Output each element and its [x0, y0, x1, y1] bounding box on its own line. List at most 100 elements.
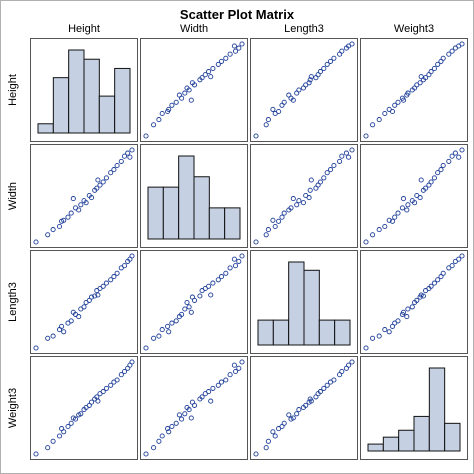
panel-length3-vs-length3 [250, 250, 358, 354]
scatter-point [33, 345, 39, 351]
scatter-point [151, 445, 157, 451]
scatter-point [337, 158, 343, 164]
scatter-point [276, 426, 282, 432]
scatter-point [370, 122, 376, 128]
scatter-point [33, 239, 39, 245]
scatter-point [95, 177, 101, 183]
scatter-point [188, 97, 194, 103]
scatter-point [308, 398, 314, 404]
scatter-point [50, 227, 56, 233]
histogram-bar [334, 319, 351, 346]
panel-frame [360, 144, 468, 248]
scatter-point [156, 333, 162, 339]
scatter-point [346, 362, 352, 368]
histogram-bar [444, 422, 461, 452]
histogram-bar [208, 207, 226, 240]
scatter-point [438, 167, 444, 173]
scatter-point [386, 217, 392, 223]
scatter-point [215, 61, 221, 67]
histogram-bar [257, 319, 274, 346]
scatter-point [272, 433, 278, 439]
scatter-point [317, 69, 323, 75]
panel-height-vs-height [30, 38, 138, 142]
panel-frame [140, 356, 248, 460]
scatter-point [428, 283, 434, 289]
scatter-point [50, 438, 56, 444]
scatter-point [173, 420, 179, 426]
scatter-point [428, 179, 434, 185]
scatter-point [108, 170, 114, 176]
scatter-point [166, 429, 172, 435]
scatter-point [281, 210, 287, 216]
scatter-point [239, 41, 245, 47]
scatter-point [339, 153, 345, 159]
scatter-point [263, 122, 269, 128]
scatter-point [363, 239, 369, 245]
panel-weight3-vs-weight3 [360, 356, 468, 460]
scatter-point [449, 263, 455, 269]
scatter-point [111, 167, 117, 173]
scatter-point [459, 41, 465, 47]
scatter-point [114, 270, 120, 276]
scatter-point [456, 154, 462, 160]
scatter-point [169, 102, 175, 108]
scatter-point [370, 335, 376, 341]
scatter-point [227, 51, 233, 57]
scatter-point [300, 200, 306, 206]
scatter-point [296, 198, 302, 204]
histogram-bar [193, 176, 210, 240]
scatter-point [100, 283, 106, 289]
scatter-point [232, 263, 239, 269]
scatter-point [236, 45, 242, 51]
scatter-point [452, 150, 458, 156]
scatter-point [210, 280, 216, 286]
scatter-point [263, 232, 269, 238]
scatter-point [184, 85, 190, 91]
scatter-point [100, 179, 106, 185]
scatter-point [223, 270, 229, 276]
scatter-point [306, 80, 312, 86]
scatter-point [65, 214, 71, 220]
scatter-point [327, 167, 334, 173]
histogram-bar [83, 58, 100, 134]
scatter-point [418, 292, 424, 298]
scatter-point [88, 294, 95, 300]
scatter-point [276, 218, 282, 224]
scatter-point [331, 377, 337, 383]
scatter-point [279, 214, 285, 220]
scatter-point [206, 69, 212, 75]
scatter-point [143, 451, 149, 457]
scatter-point [270, 429, 276, 435]
scatter-point [173, 318, 179, 324]
panel-height-vs-length3 [250, 38, 358, 142]
scatter-point [218, 58, 225, 64]
scatter-point [414, 297, 420, 303]
panel-frame [30, 144, 138, 248]
scatter-point [418, 177, 424, 183]
scatter-point [169, 423, 175, 430]
scatter-point [376, 333, 382, 339]
scatter-point [404, 314, 410, 320]
scatter-point [440, 270, 446, 276]
scatter-point [206, 389, 212, 395]
scatter-point [446, 158, 452, 164]
histogram-bar [398, 429, 415, 452]
scatter-point [265, 438, 271, 444]
scatter-point [349, 359, 355, 365]
scatter-point [227, 372, 233, 378]
scatter-point [227, 265, 233, 271]
scatter-point [239, 253, 245, 259]
scatter-point [417, 80, 423, 86]
scatter-point [50, 333, 56, 339]
row-labels: Height Width Length3 Weight3 [7, 74, 19, 428]
scatter-point [435, 277, 441, 283]
histogram-bar [288, 261, 305, 346]
scatter-point [317, 389, 323, 395]
scatter-point [159, 110, 165, 117]
scatter-point [68, 318, 74, 324]
scatter-point [70, 196, 76, 202]
scatter-point [218, 274, 225, 280]
scatter-point [76, 207, 82, 213]
scatter-point [389, 218, 396, 224]
panel-height-vs-weight3 [360, 38, 468, 142]
